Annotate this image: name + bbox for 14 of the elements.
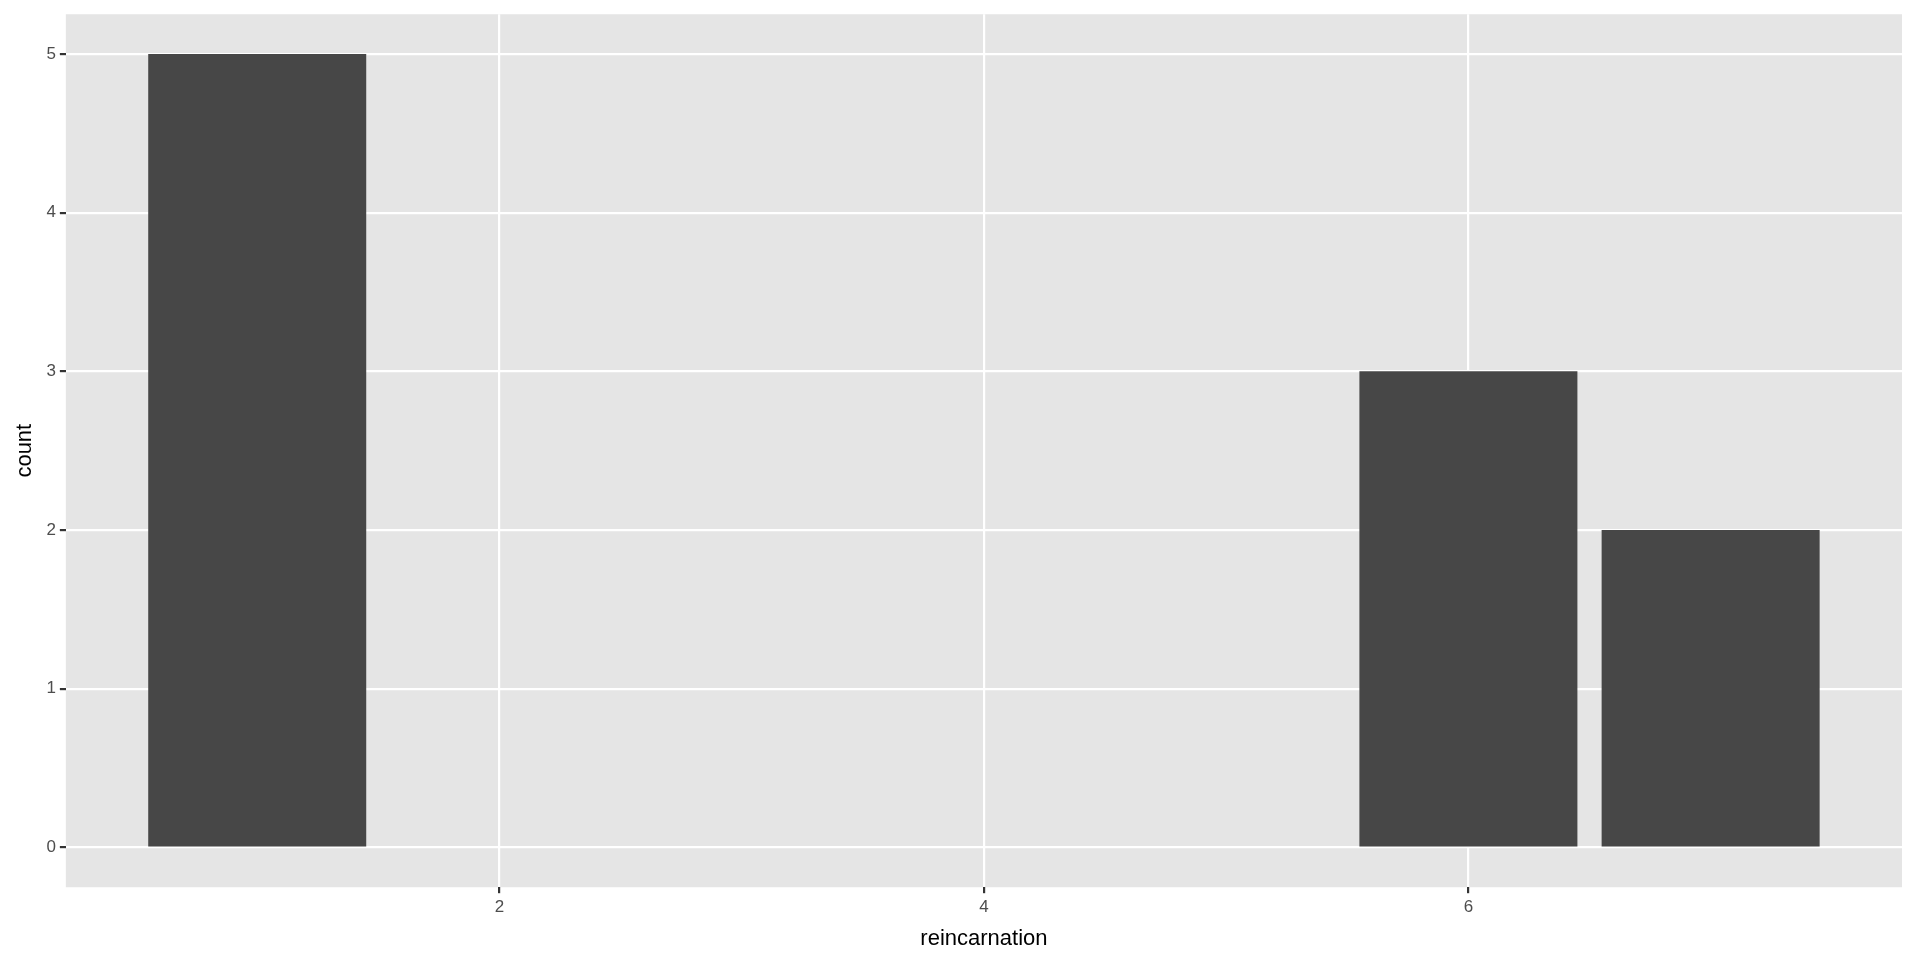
x-axis-title: reincarnation	[920, 924, 1048, 950]
y-tick-label: 2	[46, 519, 56, 539]
bar	[1359, 371, 1578, 847]
y-axis-title: count	[11, 423, 37, 478]
x-tick-label: 6	[1463, 897, 1474, 917]
bar	[148, 53, 367, 847]
y-tick-label: 4	[46, 202, 56, 222]
y-tick-label: 3	[46, 361, 56, 381]
y-tick-label: 1	[46, 678, 56, 698]
y-tick-label: 5	[46, 43, 56, 63]
x-tick-label: 2	[494, 897, 505, 917]
y-tick-label: 0	[46, 837, 56, 857]
bar	[1601, 530, 1820, 847]
x-tick-label: 4	[979, 897, 989, 917]
